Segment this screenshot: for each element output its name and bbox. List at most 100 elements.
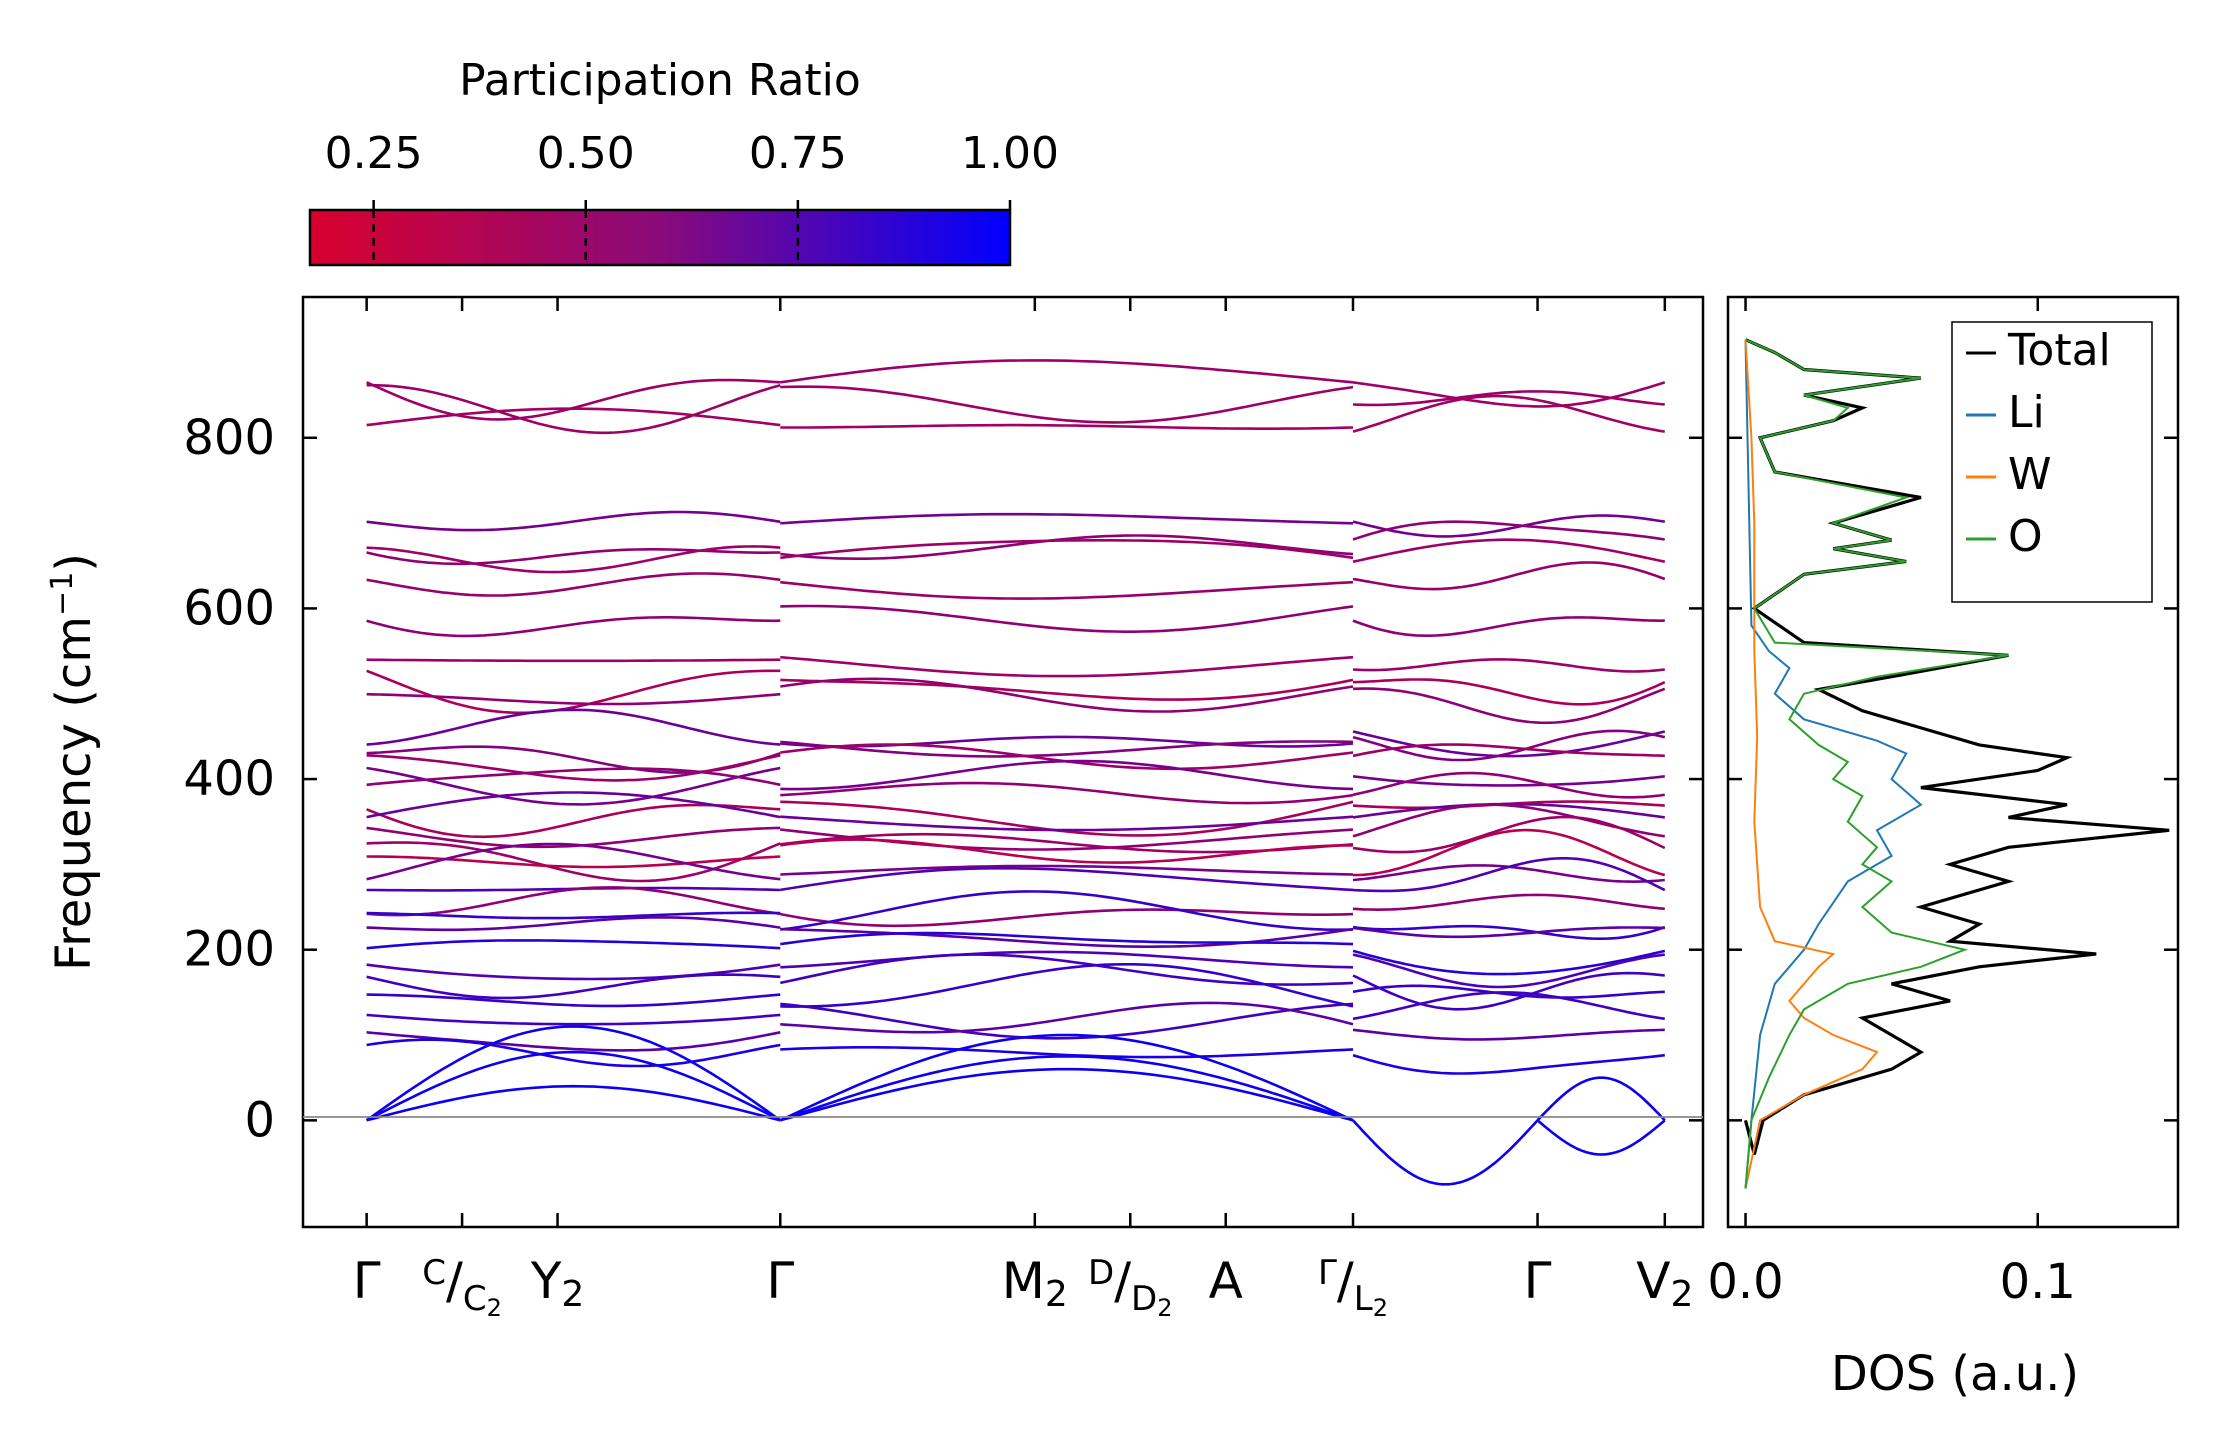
- band-line: [780, 534, 1354, 561]
- band-line: [366, 669, 781, 715]
- band-line: [780, 781, 1354, 805]
- band-line: [1352, 771, 1665, 799]
- band-line: [780, 740, 1354, 758]
- y-tick-label: 400: [183, 751, 275, 807]
- band-line: [366, 754, 781, 782]
- band-line: [780, 655, 1354, 678]
- band-plot-frame: [301, 295, 1705, 1229]
- band-line: [1352, 971, 1665, 1011]
- colorbar-ticks: 0.25 0.50 0.75 1.00: [325, 128, 1059, 265]
- band-line: [366, 708, 781, 746]
- band-line: [1352, 984, 1665, 999]
- band-line: [780, 759, 1354, 791]
- band-line: [1352, 743, 1665, 758]
- band-lines: [365, 359, 1666, 1186]
- k-point-label: V2: [1636, 1252, 1693, 1315]
- band-line: [780, 931, 1354, 946]
- band-line: [780, 950, 1354, 969]
- band-line: [366, 791, 781, 819]
- y-tick-label: 600: [183, 580, 275, 636]
- k-point-label: Y2: [530, 1252, 584, 1315]
- band-line: [1352, 815, 1666, 854]
- band-line: [366, 545, 781, 574]
- band-line: [780, 838, 1353, 864]
- band-line: [1352, 953, 1665, 989]
- colorbar-gradient: [308, 208, 1012, 267]
- acoustic-band-line: [1536, 1076, 1666, 1122]
- band-line: [1352, 390, 1665, 407]
- colorbar-tick-label: 1.00: [961, 128, 1059, 179]
- band-line: [366, 886, 781, 917]
- band-line: [1352, 381, 1666, 408]
- k-fraction-label: C/C2: [422, 1252, 502, 1322]
- band-line: [366, 1038, 781, 1068]
- k-fraction-label: Γ/L2: [1318, 1252, 1388, 1322]
- band-line: [1352, 730, 1666, 758]
- band-line: [780, 604, 1354, 634]
- band-line: [780, 359, 1354, 384]
- k-point-label: Γ: [1524, 1252, 1552, 1310]
- band-line: [1352, 991, 1665, 1021]
- band-line: [780, 1001, 1354, 1034]
- band-line: [366, 963, 781, 981]
- y-axis-label: Frequency (cm−1): [45, 553, 102, 971]
- acoustic-band-line: [1352, 1119, 1539, 1186]
- band-line: [366, 939, 781, 950]
- band-line: [366, 658, 781, 663]
- acoustic-band-line: [779, 1033, 1354, 1122]
- band-line: [366, 842, 781, 881]
- dos-lines: [1743, 338, 2170, 1189]
- band-line: [780, 538, 1354, 560]
- band-line: [1352, 687, 1666, 725]
- band-line: [366, 916, 781, 932]
- band-line: [780, 678, 1354, 701]
- acoustic-band-line: [365, 1025, 782, 1122]
- band-line: [366, 615, 781, 638]
- legend-label-total: Total: [2007, 325, 2111, 376]
- legend-label-li: Li: [2008, 387, 2045, 438]
- band-line: [780, 1002, 1354, 1040]
- y-tick-label: 200: [183, 922, 275, 978]
- band-line: [780, 890, 1354, 932]
- colorbar-tick-label: 0.75: [749, 128, 847, 179]
- band-line: [1352, 1053, 1665, 1075]
- band-line: [366, 766, 781, 806]
- band-line: [1352, 729, 1666, 762]
- acoustic-band-line: [366, 1084, 781, 1122]
- band-line: [1352, 924, 1666, 941]
- band-line: [366, 407, 781, 427]
- band-line: [780, 423, 1354, 431]
- dos-axes: 0.0 0.1: [1707, 297, 2178, 1310]
- band-line: [1352, 538, 1666, 563]
- band-line: [366, 572, 781, 597]
- dos-series-li: [1744, 339, 1923, 1189]
- band-line: [1352, 561, 1666, 591]
- k-point-label: M2: [1002, 1252, 1068, 1315]
- dos-x-tick-label: 0.0: [1707, 1254, 1783, 1310]
- band-line: [1352, 678, 1666, 706]
- band-line: [1352, 893, 1665, 912]
- legend-label-w: W: [2008, 449, 2052, 500]
- acoustic-band-line: [1536, 1119, 1666, 1156]
- band-line: [780, 864, 1354, 876]
- dos-series-w: [1744, 339, 1879, 1189]
- band-line: [366, 855, 781, 869]
- y-tick-label: 0: [244, 1092, 275, 1148]
- x-axis-label-dos: DOS (a.u.): [1831, 1346, 2079, 1402]
- band-line: [366, 973, 781, 1000]
- acoustic-band-line: [779, 1055, 1354, 1122]
- band-line: [780, 580, 1354, 600]
- dos-legend: Total Li WO: [1951, 321, 2153, 603]
- y-tick-label: 800: [183, 410, 275, 466]
- band-line: [780, 1046, 1354, 1059]
- colorbar-tick-label: 0.50: [537, 128, 635, 179]
- k-point-label: Γ: [353, 1252, 381, 1310]
- k-point-label: A: [1209, 1252, 1243, 1310]
- band-line: [780, 677, 1354, 713]
- legend-label-o: O: [2008, 511, 2043, 562]
- band-line: [366, 1031, 781, 1052]
- band-line: [1352, 1028, 1665, 1041]
- band-line: [1352, 828, 1666, 877]
- band-line: [1352, 949, 1666, 976]
